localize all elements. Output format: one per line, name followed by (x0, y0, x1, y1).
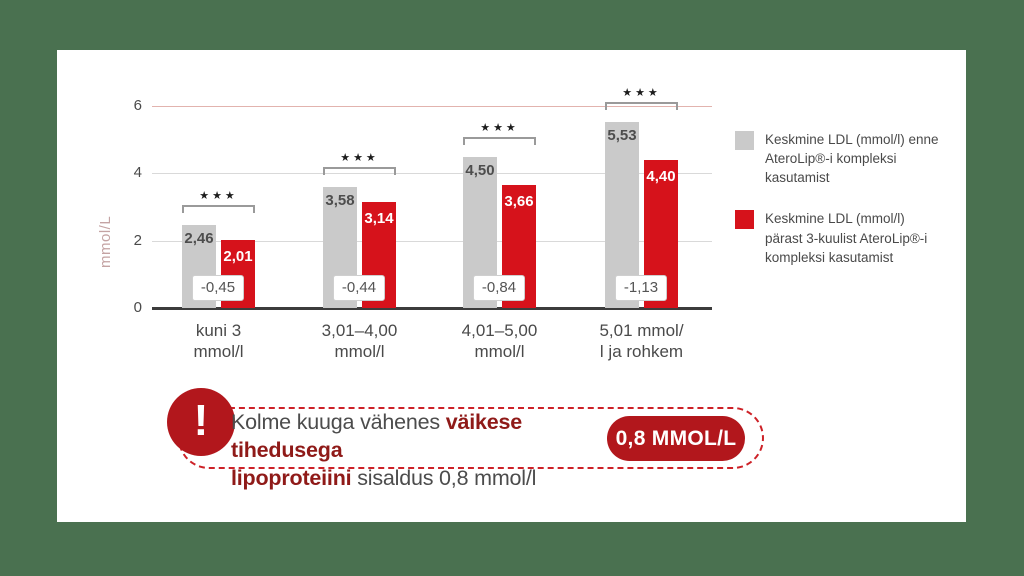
callout-text-regular-1: Kolme kuuga vähenes (231, 410, 446, 434)
bar-group-4: 5,53 4,40 ★★★ -1,13 (605, 87, 678, 308)
x-axis-line (152, 307, 712, 310)
bar-before-3-value: 4,50 (465, 161, 495, 179)
significance-bracket-4 (605, 101, 678, 110)
gridline-6 (152, 106, 712, 107)
bar-before-1-value: 2,46 (184, 230, 214, 248)
significance-stars-3: ★★★ (480, 121, 519, 134)
callout-text-regular-2: sisaldus 0,8 mmol/l (351, 466, 537, 490)
bar-after-2-value: 3,14 (364, 210, 394, 228)
callout-text-bold-1: väikese tihedusega (231, 410, 523, 462)
value-badge-label: 0,8 MMOL/L (615, 427, 737, 450)
legend-swatch-before (735, 131, 754, 150)
legend: Keskmine LDL (mmol/l) enne AteroLip®-i k… (735, 130, 950, 289)
bar-group-2: 3,58 3,14 ★★★ -0,44 (323, 106, 396, 308)
bar-before-4-value: 5,53 (607, 126, 637, 144)
legend-item-after: Keskmine LDL (mmol/l) pärast 3-kuulist A… (735, 209, 950, 266)
callout-text: Kolme kuuga vähenes väikese tihedusega l… (231, 408, 611, 492)
y-axis-title: mmol/L (97, 215, 114, 268)
gridline-2 (152, 240, 712, 242)
legend-label-after: Keskmine LDL (mmol/l) pärast 3-kuulist A… (765, 211, 928, 265)
y-tick-2: 2 (133, 231, 142, 249)
callout-text-bold-2: lipoproteiini (231, 466, 352, 490)
bar-before-2-value: 3,58 (325, 192, 355, 210)
difference-label-4: -1,13 (615, 275, 667, 301)
plot-area: 0 2 4 6 2,46 2,01 ★★★ -0,45 3,58 3,14 ★★★ -0,44 4,50… (134, 87, 712, 316)
bar-after-1-value: 2,01 (223, 248, 253, 266)
y-tick-6: 6 (133, 97, 142, 114)
y-tick-0: 0 (133, 299, 142, 316)
legend-item-before: Keskmine LDL (mmol/l) enne AteroLip®-i k… (735, 130, 950, 187)
difference-label-2: -0,44 (333, 275, 385, 301)
exclamation-icon: ! (167, 388, 235, 456)
difference-label-3: -0,84 (473, 275, 525, 301)
y-tick-4: 4 (133, 164, 142, 182)
significance-stars-4: ★★★ (622, 86, 661, 99)
x-category-label-1: kuni 3 mmol/l (193, 321, 244, 361)
content-card: mmol/L 0 2 4 6 2,46 2,01 ★★★ -0,45 3,58 3,14 ★★★ -0… (57, 50, 966, 522)
bar-after-4-value: 4,40 (646, 167, 676, 185)
bar-group-3: 4,50 3,66 ★★★ -0,84 (463, 106, 536, 308)
x-category-label-4: 5,01 mmol/ l ja rohkem (599, 321, 684, 361)
x-category-label-3: 4,01–5,00 mmol/l (461, 321, 538, 361)
exclamation-glyph: ! (193, 396, 209, 445)
bar-group-1: 2,46 2,01 ★★★ -0,45 (182, 106, 255, 308)
significance-stars-1: ★★★ (199, 190, 238, 203)
significance-bracket-1 (182, 205, 255, 214)
value-badge: 0,8 MMOL/L (607, 416, 745, 461)
significance-bracket-3 (463, 136, 536, 145)
difference-label-1: -0,45 (192, 275, 244, 301)
significance-bracket-2 (323, 167, 396, 176)
bar-after-3-value: 3,66 (504, 192, 534, 210)
legend-swatch-after (735, 210, 754, 230)
significance-stars-2: ★★★ (340, 152, 379, 165)
x-category-label-2: 3,01–4,00 mmol/l (321, 321, 398, 361)
legend-label-before: Keskmine LDL (mmol/l) enne AteroLip®-i k… (765, 132, 939, 186)
gridline-4 (152, 173, 712, 175)
